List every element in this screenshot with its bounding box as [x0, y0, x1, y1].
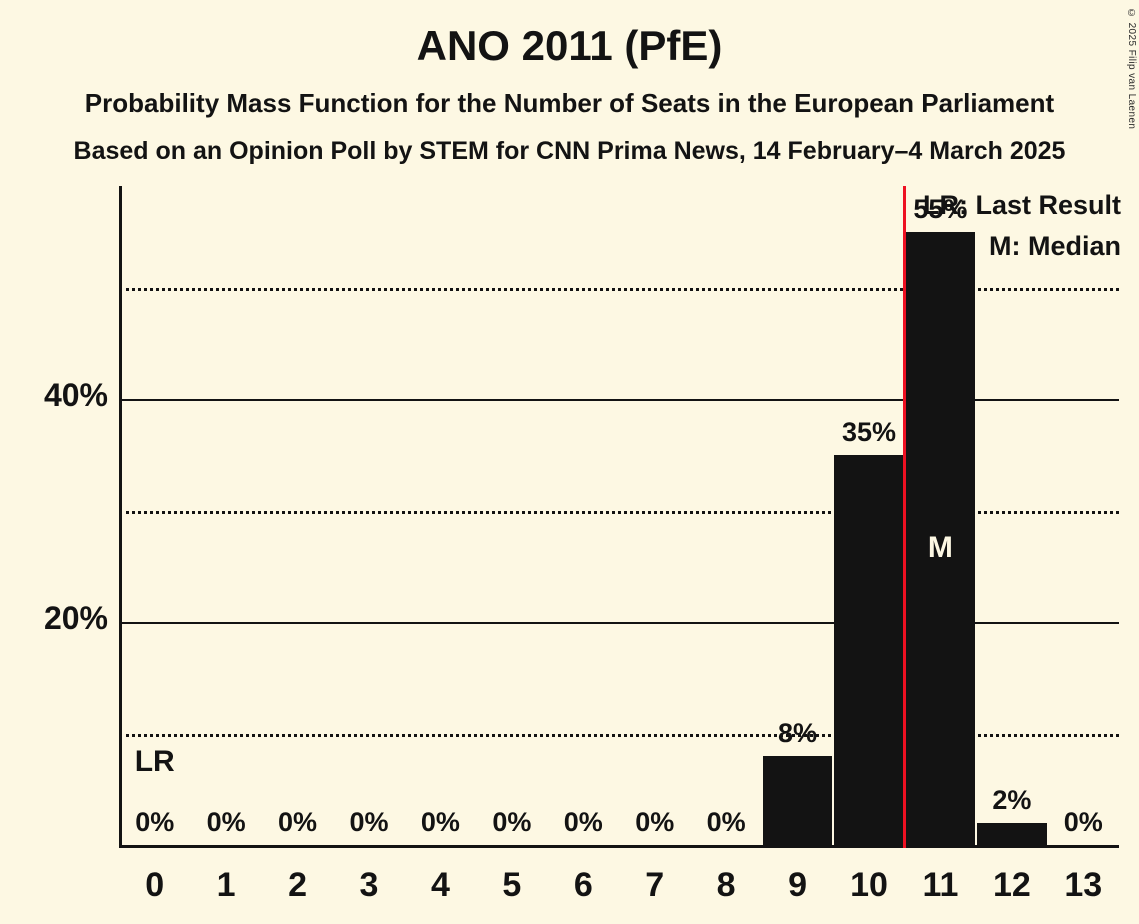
bar-value-label-4: 0%	[420, 807, 460, 837]
last-result-line	[902, 186, 906, 848]
gridline-10pct	[119, 733, 1119, 737]
x-tick-10: 10	[850, 866, 888, 904]
gridline-20pct	[119, 622, 1119, 624]
x-tick-3: 3	[359, 866, 379, 904]
x-axis-line	[119, 845, 1119, 848]
x-tick-0: 0	[145, 866, 165, 904]
bar-value-label-9: 8%	[778, 717, 818, 748]
bar-9[interactable]	[762, 755, 833, 845]
y-tick-40pct: 40%	[43, 377, 108, 413]
bar-value-label-7: 0%	[635, 807, 675, 837]
chart-source-note: Based on an Opinion Poll by STEM for CNN…	[73, 137, 1066, 165]
bar-value-label-12: 2%	[992, 784, 1032, 815]
x-tick-7: 7	[645, 866, 665, 904]
y-tick-20pct: 20%	[43, 600, 108, 636]
median-marker: M	[927, 531, 953, 564]
legend-item-last-result: LR: Last Result	[922, 190, 1121, 220]
last-result-label: LR	[134, 745, 175, 778]
copyright-notice: © 2025 Filip van Laenen	[1126, 8, 1137, 130]
bar-12[interactable]	[977, 822, 1047, 845]
x-tick-9: 9	[788, 866, 808, 904]
x-tick-4: 4	[430, 866, 450, 904]
x-tick-6: 6	[573, 866, 593, 904]
bar-value-label-2: 0%	[278, 807, 318, 837]
y-axis-line	[119, 186, 122, 848]
x-tick-11: 11	[922, 866, 959, 904]
bar-value-label-5: 0%	[492, 807, 532, 837]
x-tick-13: 13	[1064, 866, 1103, 904]
bar-10[interactable]	[834, 454, 904, 845]
chart-subtitle: Probability Mass Function for the Number…	[84, 88, 1055, 118]
bar-value-label-0: 0%	[135, 807, 175, 837]
bar-value-label-10: 35%	[841, 416, 897, 447]
bar-value-label-13: 0%	[1063, 807, 1103, 837]
page-title: ANO 2011 (PfE)	[416, 22, 723, 69]
gridline-40pct	[119, 399, 1119, 401]
bar-value-label-3: 0%	[349, 807, 389, 837]
legend-item-median: M: Median	[989, 231, 1121, 261]
x-tick-2: 2	[288, 866, 308, 904]
gridline-50pct	[119, 287, 1119, 291]
bar-value-label-11: 55%	[913, 193, 968, 224]
plot-area	[119, 186, 1119, 848]
x-tick-5: 5	[502, 866, 522, 904]
x-tick-8: 8	[716, 866, 736, 904]
bar-value-label-1: 0%	[206, 807, 246, 837]
x-tick-1: 1	[216, 866, 236, 904]
bar-value-label-8: 0%	[706, 807, 746, 837]
x-tick-12: 12	[992, 866, 1031, 904]
bar-value-label-6: 0%	[563, 807, 603, 837]
legend: LR: Last Result M: Median	[923, 185, 1121, 267]
y-axis-tick-labels: 20% 40%	[0, 186, 108, 848]
bar-11[interactable]	[905, 231, 976, 845]
gridline-30pct	[119, 510, 1119, 514]
